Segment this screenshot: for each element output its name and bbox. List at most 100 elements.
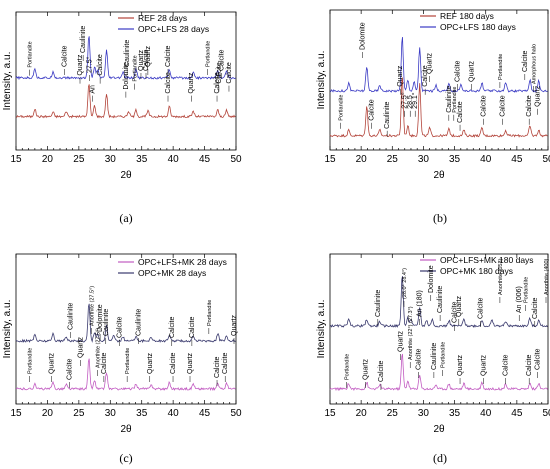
peak-annotation: Anorthite (27.5°): [96, 328, 102, 368]
series-line: [15, 358, 236, 392]
peak-annotation: Calcite: [503, 354, 510, 376]
peak-annotation: Calcite: [66, 358, 73, 380]
peak-annotation: Caulinite: [124, 40, 131, 67]
x-tick-label: 35: [449, 408, 461, 419]
x-tick-label: 15: [10, 408, 22, 419]
peak-annotation: Calcite: [216, 62, 223, 84]
x-tick-label: 35: [136, 154, 148, 165]
x-tick-label: 45: [199, 154, 211, 165]
x-tick-label: 25: [73, 154, 85, 165]
peak-annotation: Calcite: [222, 352, 229, 374]
peak-annotation: Calcite: [378, 360, 385, 382]
x-axis-title: 2θ: [433, 424, 445, 435]
chart-panel-4: 15 20 25 30 35 40 45 50 2θ Intensity, a.u. OPC+LFS…: [316, 253, 550, 465]
x-tick-label: 15: [10, 154, 22, 165]
peak-annotation: Quartz: [138, 49, 145, 71]
x-tick-label: 25: [387, 408, 399, 419]
panel-label: (c): [119, 451, 132, 465]
peak-annotation: Quartz: [468, 60, 475, 82]
x-tick-label: 15: [324, 408, 336, 419]
peak-annotation: Anorthite (27.5°): [89, 286, 95, 326]
peak-annotation: Caulinite: [384, 101, 391, 128]
x-tick-label: 20: [42, 408, 54, 419]
peak-annotation: Dolomite: [97, 304, 104, 332]
y-axis-title: Intensity, a.u.: [2, 300, 13, 359]
chart-panel-2: 15 20 25 30 35 40 45 50 2θ Intensity, a.u. REF 180…: [316, 9, 550, 225]
x-tick-label: 40: [480, 408, 492, 419]
y-axis-title: Intensity, a.u.: [316, 51, 327, 110]
peak-annotation: Quartz: [362, 358, 369, 380]
peak-annotation: Caulinite: [446, 85, 453, 112]
peak-annotation: Calcite: [226, 62, 233, 84]
peak-annotation: Quartz: [188, 72, 195, 94]
peak-annotation: An: [90, 85, 97, 94]
peak-annotation: Portlandite: [338, 95, 344, 121]
series-line: [329, 276, 548, 328]
plot-frame: [329, 253, 549, 405]
peak-annotation: 27.5°: [401, 92, 409, 109]
peak-annotation: Caulinite: [80, 26, 87, 53]
peak-annotation: Anorthite (22°) (27.3°): [408, 306, 414, 360]
peak-annotation: Caulinite: [431, 343, 438, 370]
peak-annotation: Portlandite: [28, 348, 34, 374]
peak-annotation: Caulinite: [437, 286, 444, 313]
legend-label: OPC+MK 180 days: [440, 266, 513, 276]
panel-label: (d): [433, 451, 447, 465]
peak-annotation: Quartz: [427, 52, 434, 74]
peak-annotation: Calcite: [455, 60, 462, 82]
peak-annotation: Quartz: [145, 45, 152, 67]
peak-annotation: Portlandite: [125, 348, 131, 374]
x-tick-label: 30: [418, 154, 430, 165]
chart-panel-3: 15 20 25 30 35 40 45 50 2θ Intensity, a.u. OPC+LFS…: [2, 253, 242, 465]
peak-annotation: Quartz: [147, 352, 154, 374]
x-tick-label: 20: [42, 154, 54, 165]
peak-annotation: An (180): [417, 290, 424, 317]
peak-annotation: Calcite: [169, 316, 176, 338]
x-axis-title: 2θ: [120, 170, 132, 181]
peak-annotation: 27.5°: [85, 56, 93, 73]
peak-annotation: Calcite: [369, 99, 376, 121]
panel-label: (b): [433, 211, 447, 225]
peak-annotation: Caulinite: [135, 309, 142, 336]
x-tick-label: 30: [105, 408, 117, 419]
peak-annotation: Quartz: [534, 85, 541, 107]
plot-frame: [15, 253, 237, 405]
x-tick-label: 40: [168, 408, 180, 419]
peak-annotation: Calcite: [457, 101, 464, 123]
legend-label: OPC+LFS+MK 28 days: [138, 257, 227, 267]
peak-annotation: Calcite: [522, 50, 529, 72]
peak-annotation: Calcite: [214, 356, 221, 378]
series-line: [330, 37, 548, 93]
peak-annotation: Calcite: [218, 49, 225, 71]
x-tick-label: 35: [449, 154, 461, 165]
plot-frame: [15, 11, 237, 151]
peak-annotation: Calcite: [170, 352, 177, 374]
peak-annotation: Calcite: [481, 95, 488, 117]
x-tick-label: 35: [136, 408, 148, 419]
x-tick-label: 45: [199, 408, 211, 419]
legend-label: OPC+LFS+MK 180 days: [440, 255, 534, 265]
legend-label: REF 180 days: [440, 11, 494, 21]
x-tick-label: 30: [418, 408, 430, 419]
peak-annotation: Anorthite (0̄53): [498, 258, 504, 295]
series-line: [15, 36, 236, 81]
peak-annotation: Anorthite (400): [544, 258, 550, 295]
peak-annotation: Calcite: [526, 95, 533, 117]
peak-annotation: Calcite: [422, 65, 429, 87]
legend-label: OPC+LFS 28 days: [138, 24, 209, 34]
peak-annotation: Calcite: [534, 348, 541, 370]
peak-annotation: Calcite: [478, 297, 485, 319]
x-tick-label: 45: [511, 408, 523, 419]
peak-annotation: 29.1°: [411, 92, 419, 109]
peak-annotation: Calcite: [101, 352, 108, 374]
series-line: [15, 84, 236, 119]
peak-annotation: Quartz: [481, 354, 488, 376]
peak-annotation: Quartz: [397, 65, 404, 87]
peak-annotation: Calcite: [499, 95, 506, 117]
y-axis-title: Intensity, a.u.: [316, 300, 327, 359]
x-tick-label: 15: [324, 154, 336, 165]
peak-annotation: Caulinite: [103, 309, 110, 336]
